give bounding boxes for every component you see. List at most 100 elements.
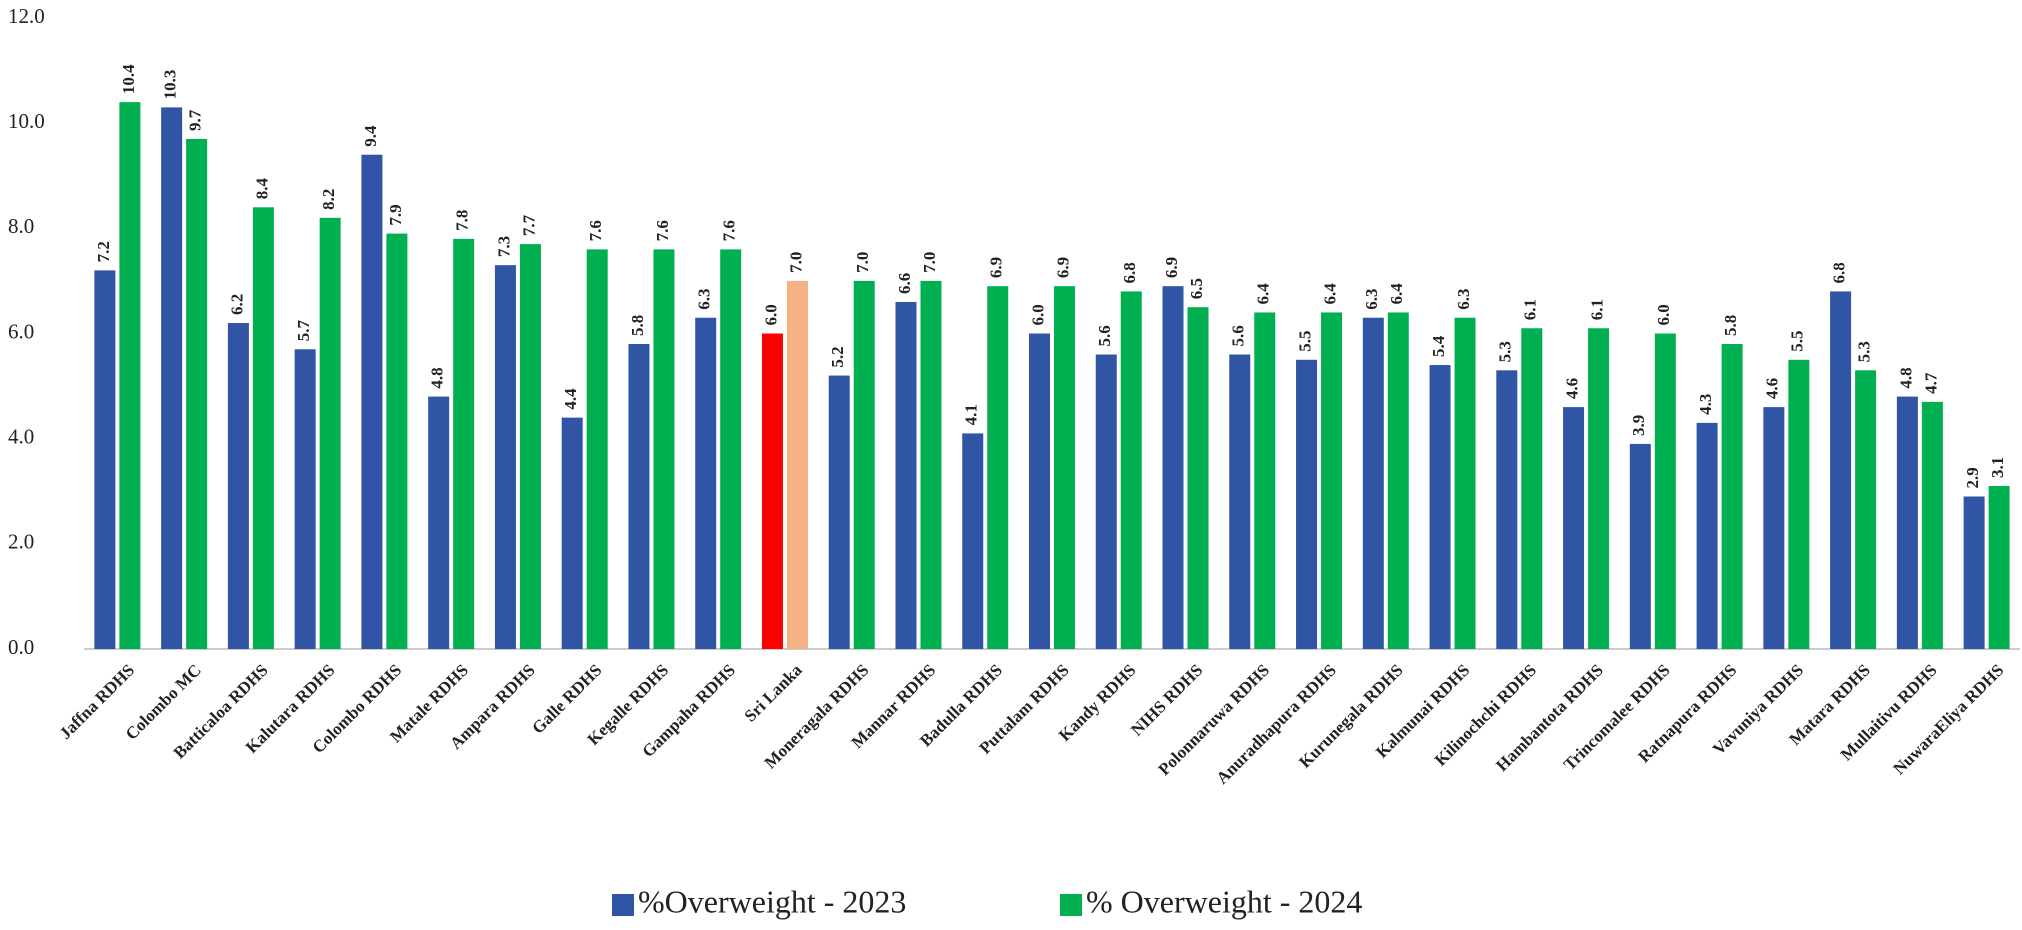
value-label: 5.6 <box>1229 325 1248 346</box>
bar <box>695 317 717 649</box>
bar <box>1763 407 1785 649</box>
value-label: 4.3 <box>1696 394 1715 415</box>
y-tick-label: 4.0 <box>8 424 34 448</box>
bar <box>1187 307 1209 649</box>
bar <box>1696 422 1718 649</box>
value-label: 8.2 <box>319 189 338 210</box>
value-label: 6.3 <box>1362 288 1381 309</box>
bar <box>1254 312 1276 649</box>
value-label: 7.0 <box>853 252 872 273</box>
bar <box>1563 407 1585 649</box>
bar <box>1788 359 1810 649</box>
value-label: 6.8 <box>1120 262 1139 283</box>
y-tick-label: 2.0 <box>8 530 34 554</box>
value-label: 6.3 <box>695 288 714 309</box>
y-tick-label: 12.0 <box>8 4 45 28</box>
bar <box>1963 496 1985 649</box>
value-label: 4.8 <box>1896 367 1915 388</box>
legend-swatch <box>612 894 634 916</box>
value-label: 7.6 <box>653 220 672 241</box>
bar <box>1988 485 2010 649</box>
bar <box>1054 286 1075 649</box>
value-label: 4.8 <box>428 367 447 388</box>
value-label: 8.4 <box>252 178 271 200</box>
bar <box>920 280 942 649</box>
bar <box>1896 396 1918 649</box>
bar <box>561 417 583 649</box>
value-label: 6.6 <box>895 273 914 294</box>
bar <box>1429 365 1451 649</box>
bar <box>1029 333 1050 649</box>
bar <box>428 396 450 649</box>
y-tick-label: 10.0 <box>8 109 45 133</box>
bar <box>1162 286 1184 649</box>
bar <box>1721 344 1743 649</box>
value-label: 6.4 <box>1254 283 1273 305</box>
value-label: 7.2 <box>94 241 113 262</box>
value-label: 7.0 <box>786 252 805 273</box>
bar <box>1095 354 1117 649</box>
value-label: 7.8 <box>453 210 472 231</box>
value-label: 6.2 <box>227 294 246 315</box>
bar <box>494 265 516 649</box>
value-label: 7.6 <box>586 220 605 241</box>
bar <box>1521 328 1543 649</box>
bar <box>1120 291 1142 649</box>
value-label: 6.1 <box>1521 299 1540 320</box>
value-label: 5.5 <box>1788 331 1807 352</box>
value-label: 4.7 <box>1921 372 1940 394</box>
value-label: 4.6 <box>1562 378 1581 399</box>
bar <box>962 433 984 649</box>
value-label: 5.2 <box>828 346 847 367</box>
value-label: 7.3 <box>494 236 513 257</box>
value-label: 6.1 <box>1587 299 1606 320</box>
value-label: 5.5 <box>1295 331 1314 352</box>
legend-label: %Overweight - 2023 <box>638 883 906 919</box>
legend-label: % Overweight - 2024 <box>1086 883 1362 919</box>
bar <box>1229 354 1251 649</box>
value-label: 5.7 <box>294 320 313 342</box>
bar <box>1387 312 1409 649</box>
bar <box>586 249 608 649</box>
value-label: 9.7 <box>186 109 205 131</box>
y-tick-label: 0.0 <box>8 635 34 659</box>
bar <box>227 322 249 649</box>
value-label: 7.0 <box>920 252 939 273</box>
x-tick-label: Polonnaruwa RDHS <box>1154 660 1273 779</box>
value-label: 5.8 <box>1721 315 1740 336</box>
bar <box>119 102 141 650</box>
bar <box>1296 359 1318 649</box>
value-label: 4.6 <box>1763 378 1782 399</box>
bar <box>252 207 274 650</box>
value-label: 9.4 <box>361 125 380 147</box>
y-tick-label: 6.0 <box>8 319 34 343</box>
value-label: 6.4 <box>1387 283 1406 305</box>
value-label: 6.9 <box>1053 257 1072 278</box>
value-label: 4.4 <box>561 388 580 410</box>
bar <box>720 249 742 649</box>
bar <box>1321 312 1343 649</box>
x-tick-label: Sri Lanka <box>741 660 807 726</box>
value-label: 5.3 <box>1496 341 1515 362</box>
value-label: 10.3 <box>161 70 180 100</box>
bar <box>294 349 316 649</box>
value-label: 7.6 <box>720 220 739 241</box>
x-tick-label: Anuradhapura RDHS <box>1213 660 1340 787</box>
bar <box>1855 370 1877 649</box>
value-label: 5.6 <box>1095 325 1114 346</box>
value-label: 6.5 <box>1187 278 1206 299</box>
value-label: 7.7 <box>519 214 538 236</box>
bar <box>94 270 116 649</box>
value-label: 6.9 <box>987 257 1006 278</box>
value-label: 6.3 <box>1454 288 1473 309</box>
bar <box>453 238 475 649</box>
value-label: 6.0 <box>1028 304 1047 325</box>
x-tick-label: NuwaraEliya RDHS <box>1889 660 2007 778</box>
bar <box>361 154 383 649</box>
value-label: 6.8 <box>1830 262 1849 283</box>
value-label: 5.8 <box>628 315 647 336</box>
bar <box>828 375 850 649</box>
y-tick-label: 8.0 <box>8 214 34 238</box>
value-label: 5.4 <box>1429 335 1448 357</box>
